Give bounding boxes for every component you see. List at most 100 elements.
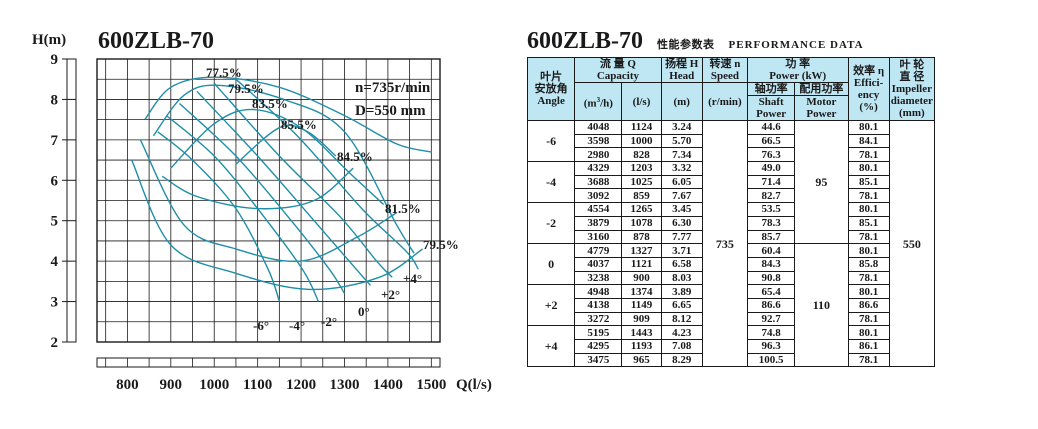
performance-panel: 600ZLB-70 性能参数表 PERFORMANCE DATA 叶片 安放角 …: [526, 28, 1031, 368]
capacity-ls-cell: 828: [621, 147, 662, 163]
efficiency-contour: [131, 159, 423, 291]
impeller-header: 叶 轮 直 径 Impeller diameter (mm): [888, 57, 936, 121]
angle-header: 叶片 安放角 Angle: [526, 57, 576, 121]
pump-curve-chart: 2 3 4 5 6 7 8 9 800 900 1000 1100 1200 1300 1400 1500 H(…: [32, 28, 492, 393]
blade-angle-label: -4°: [289, 318, 305, 333]
blade-angle-curve: [179, 102, 346, 294]
y-tick-label: 5: [51, 214, 59, 230]
capacity-ls-cell: 1203: [621, 161, 662, 176]
efficiency-label: 84.5%: [337, 149, 373, 164]
capacity-m3h-unit: (m3/h): [574, 82, 623, 121]
y-tick-label: 4: [51, 254, 59, 270]
motor-power-cn: 配用功率: [794, 82, 849, 96]
head-cell: 5.70: [660, 133, 703, 149]
table-row: -4 4329 1203 3.32 49.0 80.1: [526, 161, 935, 204]
blade-angle-curve: [235, 78, 419, 270]
shaft-power-cell: 90.8: [747, 270, 796, 286]
capacity-m3h-cell: 3475: [574, 352, 623, 368]
table-title-en: PERFORMANCE DATA: [728, 39, 864, 51]
capacity-m3h-cell: 3238: [574, 270, 623, 286]
efficiency-label: 77.5%: [206, 65, 242, 80]
performance-table: 叶片 安放角 Angle 流 量 Q Capacity 扬程 H Head 转速…: [526, 57, 936, 368]
shaft-power-cell: 66.5: [747, 133, 796, 149]
shaft-power-cell: 92.7: [747, 311, 796, 327]
capacity-m3h-cell: 3598: [574, 133, 623, 149]
efficiency-cell: 80.1: [847, 325, 890, 340]
x-tick-label: 1300: [329, 377, 359, 393]
capacity-header: 流 量 Q Capacity: [574, 57, 662, 83]
head-cell: 6.58: [660, 256, 703, 272]
head-cell: 8.29: [660, 352, 703, 368]
efficiency-label: 85.5%: [281, 117, 317, 132]
head-cell: 3.24: [660, 120, 703, 135]
shaft-power-cell: 85.7: [747, 229, 796, 245]
angle-cell: -2: [526, 202, 576, 245]
capacity-m3h-cell: 4779: [574, 243, 623, 258]
head-cell: 8.12: [660, 311, 703, 327]
table-row: 4037 1121 6.58 84.3 85.8: [528, 256, 935, 272]
capacity-ls-cell: 859: [621, 188, 662, 204]
shaft-power-cell: 44.6: [747, 120, 796, 135]
motor-power-cell: 95: [794, 119, 849, 245]
capacity-m3h-cell: 4329: [574, 161, 623, 176]
table-model-title: 600ZLB-70: [527, 28, 644, 54]
efficiency-label: 79.5%: [423, 237, 459, 252]
efficiency-cell: 85.1: [847, 174, 890, 190]
head-cell: 3.32: [660, 161, 703, 176]
angle-cell: 0: [526, 243, 576, 286]
speed-cell: 735: [701, 119, 749, 368]
efficiency-cell: 85.8: [847, 256, 890, 272]
y-tick-label: 3: [51, 295, 59, 311]
blade-angle-label: +4°: [403, 271, 422, 286]
efficiency-contour: [170, 108, 385, 206]
motor-power-cell: 110: [794, 243, 849, 368]
blade-angle-curve: [166, 115, 320, 302]
speed-info: n=735r/min: [355, 80, 431, 96]
efficiency-cell: 78.1: [847, 229, 890, 245]
head-cell: 6.30: [660, 215, 703, 231]
shaft-power-cn: 轴功率: [747, 82, 796, 96]
capacity-m3h-cell: 4048: [574, 120, 623, 135]
x-axis-bar: [96, 357, 441, 368]
head-cell: 3.89: [660, 284, 703, 299]
capacity-ls-cell: 1443: [621, 325, 662, 340]
head-cell: 7.08: [660, 339, 703, 354]
table-row: -6 4048 1124 3.24 735 44.6 95 80.1 550: [526, 119, 936, 368]
power-header: 功 率 Power (kW): [747, 57, 849, 83]
shaft-power-cell: 78.3: [747, 215, 796, 231]
efficiency-cell: 84.1: [847, 133, 890, 149]
capacity-m3h-cell: 3092: [574, 188, 623, 204]
chart-title: 600ZLB-70: [98, 28, 214, 54]
capacity-m3h-cell: 4037: [574, 256, 623, 272]
capacity-ls-cell: 1124: [621, 120, 662, 135]
table-row: +2 4948 1374 3.89 65.4 80.1: [526, 284, 935, 327]
efficiency-cell: 86.1: [847, 339, 890, 354]
efficiency-cell: 80.1: [847, 161, 890, 176]
table-title-cn: 性能参数表: [657, 39, 715, 51]
x-tick-label: 1000: [199, 377, 229, 393]
efficiency-contour: [235, 124, 337, 165]
capacity-ls-cell: 965: [621, 352, 662, 368]
x-tick-label: 1400: [373, 377, 403, 393]
efficiency-contour: [139, 139, 397, 263]
y-tick-label: 9: [51, 52, 59, 68]
capacity-m3h-cell: 3272: [574, 311, 623, 327]
shaft-power-cell: 71.4: [747, 174, 796, 190]
head-cell: 3.71: [660, 243, 703, 258]
efficiency-label: 81.5%: [385, 201, 421, 216]
capacity-ls-cell: 878: [621, 229, 662, 245]
angle-cell: -4: [526, 161, 576, 204]
shaft-power-cell: 74.8: [747, 325, 796, 340]
blade-angle-label: 0°: [358, 304, 370, 319]
efficiency-cell: 86.6: [847, 297, 890, 313]
shaft-power-cell: 86.6: [747, 297, 796, 313]
table-row: 2980 828 7.34 76.3 78.1: [528, 147, 935, 163]
blade-angle-label: -6°: [253, 318, 269, 333]
table-title: 600ZLB-70 性能参数表 PERFORMANCE DATA: [527, 28, 1031, 54]
x-tick-label: 1100: [243, 377, 272, 393]
efficiency-label: 79.5%: [228, 81, 264, 96]
head-header: 扬程 H Head: [660, 57, 703, 83]
efficiency-contour: [144, 76, 432, 153]
head-cell: 7.67: [660, 188, 703, 204]
y-tick-label: 6: [51, 173, 59, 189]
